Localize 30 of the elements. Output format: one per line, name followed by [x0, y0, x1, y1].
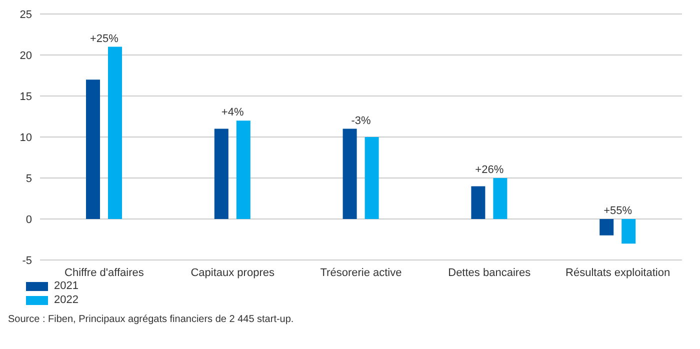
y-tick-label: 25: [20, 8, 32, 21]
bar: [471, 186, 486, 219]
bar: [236, 120, 250, 219]
x-tick-label: Chiffre d'affaires: [64, 266, 144, 279]
annotation: -3%: [351, 114, 371, 127]
y-tick-label: -5: [22, 254, 32, 267]
legend-label: 2022: [54, 294, 78, 306]
y-tick-label: 0: [26, 214, 32, 226]
y-tick-label: 15: [20, 90, 32, 103]
y-tick-label: 20: [20, 50, 32, 62]
bar: [493, 178, 508, 219]
x-tick-label: Trésorerie active: [320, 266, 402, 279]
bar: [86, 80, 100, 219]
x-tick-label: Capitaux propres: [190, 266, 275, 279]
bar: [342, 128, 357, 219]
x-tick-label: Résultats exploitation: [566, 266, 670, 279]
bar: [364, 137, 379, 219]
annotation: +4%: [221, 106, 244, 119]
bar: [214, 128, 228, 219]
x-tick-label: Dettes bancaires: [448, 266, 532, 279]
annotation: +26%: [475, 164, 504, 176]
y-tick-label: 10: [20, 132, 32, 144]
bar: [600, 219, 614, 236]
bar: [622, 219, 636, 244]
source-note: Source : Fiben, Principaux agrégats financiers de 2 445 start-up.: [8, 314, 295, 325]
annotation: +25%: [90, 32, 119, 45]
annotation: +55%: [604, 205, 632, 217]
legend-label: 2021: [54, 280, 78, 292]
bar: [108, 46, 122, 219]
y-tick-label: 5: [26, 172, 32, 185]
